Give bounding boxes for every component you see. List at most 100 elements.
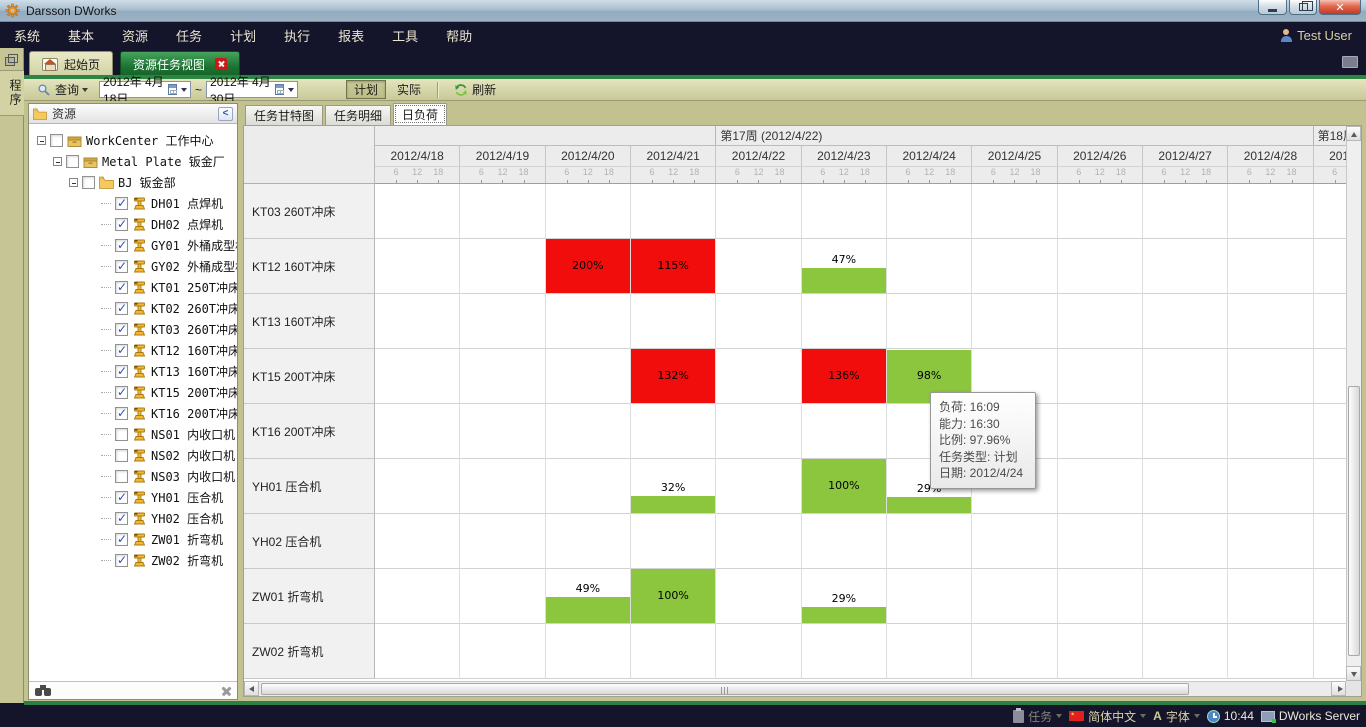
load-cell-2012-4-21[interactable]	[630, 624, 717, 679]
load-cell-2012-4-26[interactable]	[1057, 569, 1143, 624]
load-cell-2012-4-28[interactable]	[1228, 239, 1314, 294]
user-button[interactable]: Test User	[1280, 22, 1352, 48]
load-bar-115pct[interactable]	[630, 239, 716, 293]
tree-node-kt15[interactable]: KT15 200T冲床	[29, 382, 237, 403]
load-cell-2012-4-19[interactable]	[460, 349, 546, 404]
load-bar-100pct[interactable]	[801, 459, 886, 513]
menu-item-1[interactable]: 基本	[68, 28, 95, 44]
load-cell-2012-4-19[interactable]	[460, 404, 546, 459]
expand-collapse-icon[interactable]	[37, 136, 46, 145]
scroll-down-button[interactable]	[1346, 666, 1361, 681]
tree-node-zw01[interactable]: ZW01 折弯机	[29, 529, 237, 550]
load-cell-2012-4-27[interactable]	[1142, 624, 1229, 679]
vertical-scroll-thumb[interactable]	[1348, 386, 1360, 656]
load-bar-29pct[interactable]	[886, 497, 972, 513]
status-font-menu[interactable]: A 字体	[1153, 708, 1200, 725]
load-cell-2012-4-22[interactable]	[716, 184, 802, 239]
load-cell-2012-4-18[interactable]	[375, 569, 461, 624]
node-checkbox[interactable]	[115, 217, 128, 231]
node-checkbox[interactable]	[115, 322, 128, 336]
load-cell-2012-4-26[interactable]	[1057, 239, 1143, 294]
tree-node-bj[interactable]: BJ 钣金部	[29, 172, 237, 193]
load-cell-2012-4-24[interactable]	[886, 569, 973, 624]
load-bar-32pct[interactable]	[630, 496, 716, 513]
tree-node-workcenter[interactable]: WorkCenter 工作中心	[29, 130, 237, 151]
tree-node-kt02[interactable]: KT02 260T冲床	[29, 298, 237, 319]
load-cell-2012-4-27[interactable]	[1142, 294, 1229, 349]
load-cell-2012-4-25[interactable]	[972, 624, 1058, 679]
date-from-field[interactable]: 2012年 4月18日	[99, 75, 192, 106]
load-cell-2012-4-20[interactable]: 49%	[545, 569, 631, 624]
load-cell-2012-4-18[interactable]	[375, 349, 461, 404]
clear-find-icon[interactable]	[220, 684, 233, 697]
load-cell-2012-4-21[interactable]	[630, 294, 717, 349]
load-cell-2012-4-20[interactable]	[545, 349, 631, 404]
node-checkbox[interactable]	[115, 532, 128, 546]
node-checkbox[interactable]	[115, 511, 128, 525]
load-bar-136pct[interactable]	[801, 349, 886, 403]
tree-node-kt01[interactable]: KT01 250T冲床	[29, 277, 237, 298]
node-checkbox[interactable]	[115, 553, 128, 567]
tree-node-yh01[interactable]: YH01 压合机	[29, 487, 237, 508]
tree-node-gy01[interactable]: GY01 外桶成型机	[29, 235, 237, 256]
load-cell-2012-4-24[interactable]	[886, 184, 973, 239]
load-cell-2012-4-23[interactable]: 29%	[801, 569, 887, 624]
load-cell-2012-4-22[interactable]	[716, 459, 802, 514]
load-cell-2012-4-18[interactable]	[375, 239, 461, 294]
load-bar-132pct[interactable]	[630, 349, 716, 403]
load-cell-2012-4-27[interactable]	[1142, 459, 1229, 514]
scroll-left-button[interactable]	[244, 681, 259, 696]
load-cell-2012-4-26[interactable]	[1057, 404, 1143, 459]
tab-close-icon[interactable]	[215, 58, 228, 70]
tree-node-dh01[interactable]: DH01 点焊机	[29, 193, 237, 214]
load-cell-2012-4-21[interactable]: 32%	[630, 459, 717, 514]
load-cell-2012-4-19[interactable]	[460, 239, 546, 294]
load-cell-2012-4-26[interactable]	[1057, 349, 1143, 404]
scroll-right-button[interactable]	[1331, 681, 1346, 696]
minimize-button[interactable]	[1258, 0, 1287, 15]
load-cell-2012-4-24[interactable]	[886, 624, 973, 679]
load-cell-2012-4-27[interactable]	[1142, 184, 1229, 239]
node-checkbox[interactable]	[115, 238, 128, 252]
refresh-button[interactable]: 刷新	[447, 80, 503, 99]
load-cell-2012-4-23[interactable]	[801, 404, 887, 459]
load-bar-100pct[interactable]	[630, 569, 716, 623]
load-cell-2012-4-21[interactable]: 100%	[630, 569, 717, 624]
load-cell-2012-4-27[interactable]	[1142, 239, 1229, 294]
load-cell-2012-4-27[interactable]	[1142, 404, 1229, 459]
node-checkbox[interactable]	[115, 259, 128, 273]
load-cell-2012-4-19[interactable]	[460, 459, 546, 514]
load-cell-2012-4-19[interactable]	[460, 624, 546, 679]
load-cell-2012-4-28[interactable]	[1228, 294, 1314, 349]
side-strip-tab-programs[interactable]: 程序	[0, 70, 24, 116]
tree-node-kt03[interactable]: KT03 260T冲床	[29, 319, 237, 340]
tab-home[interactable]: 起始页	[29, 51, 114, 76]
load-cell-2012-4-23[interactable]	[801, 624, 887, 679]
tab-resource-task-view[interactable]: 资源任务视图	[120, 51, 241, 76]
node-checkbox[interactable]	[115, 406, 128, 420]
load-cell-2012-4-25[interactable]	[972, 294, 1058, 349]
load-cell-2012-4-25[interactable]	[972, 184, 1058, 239]
load-cell-2012-4-22[interactable]	[716, 514, 802, 569]
load-cell-2012-4-27[interactable]	[1142, 569, 1229, 624]
load-cell-2012-4-22[interactable]	[716, 404, 802, 459]
load-cell-2012-4-26[interactable]	[1057, 624, 1143, 679]
load-cell-2012-4-27[interactable]	[1142, 349, 1229, 404]
menu-item-7[interactable]: 工具	[392, 28, 419, 44]
load-cell-2012-4-23[interactable]	[801, 294, 887, 349]
tree-node-kt12[interactable]: KT12 160T冲床	[29, 340, 237, 361]
load-bar-47pct[interactable]	[801, 268, 886, 293]
tree-node-gy02[interactable]: GY02 外桶成型机	[29, 256, 237, 277]
load-cell-2012-4-21[interactable]: 132%	[630, 349, 717, 404]
load-cell-2012-4-26[interactable]	[1057, 184, 1143, 239]
load-cell-2012-4-23[interactable]: 100%	[801, 459, 887, 514]
load-cell-2012-4-24[interactable]	[886, 514, 973, 569]
load-cell-2012-4-26[interactable]	[1057, 459, 1143, 514]
load-cell-2012-4-21[interactable]: 115%	[630, 239, 717, 294]
load-cell-2012-4-29[interactable]	[1313, 569, 1346, 624]
load-cell-2012-4-28[interactable]	[1228, 404, 1314, 459]
load-cell-2012-4-28[interactable]	[1228, 349, 1314, 404]
load-cell-2012-4-20[interactable]	[545, 294, 631, 349]
load-cell-2012-4-20[interactable]	[545, 514, 631, 569]
load-cell-2012-4-21[interactable]	[630, 184, 717, 239]
